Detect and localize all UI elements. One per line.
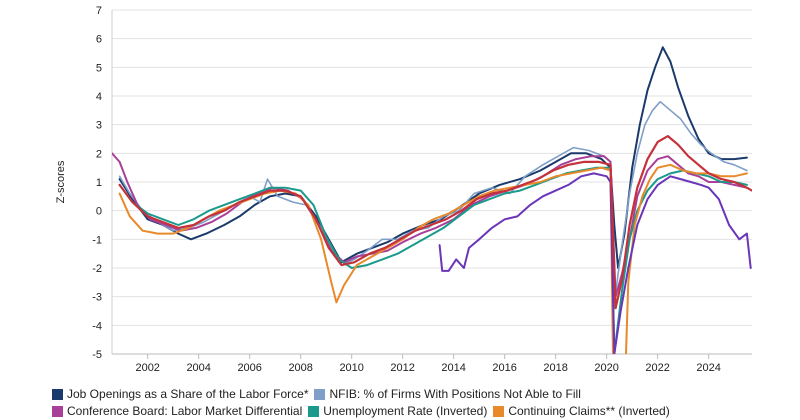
series-line-5 (438, 172, 752, 354)
x-tick-label: 2006 (237, 362, 261, 374)
legend-item: Continuing Claims** (Inverted) (493, 403, 670, 420)
series-line-1 (118, 100, 748, 304)
y-tick-label: 6 (96, 34, 102, 46)
y-axis-title: Z-scores (55, 160, 67, 203)
y-tick-label: -5 (92, 349, 102, 361)
series-line-0 (118, 46, 748, 269)
legend-swatch (314, 389, 326, 400)
x-tick-label: 2014 (441, 362, 465, 374)
y-tick-label: 0 (96, 206, 102, 218)
legend-label: Job Openings as a Share of the Labor For… (67, 387, 309, 401)
x-ticks: 2002 2004 2006 2008 2010 2012 2014 2016 2018 2020… (135, 354, 721, 374)
x-tick-label: 2010 (339, 362, 363, 374)
legend-item: Job Openings as a Share of the Labor For… (52, 386, 308, 403)
legend-item: Conference Board: Labor Market Different… (52, 403, 302, 420)
y-tick-label: 1 (96, 177, 102, 189)
y-tick-label: 7 (96, 5, 102, 17)
series-line-3 (118, 166, 748, 354)
series-lines (112, 46, 752, 354)
x-tick-label: 2002 (135, 362, 159, 374)
x-tick-label: 2022 (645, 362, 669, 374)
x-tick-label: 2012 (390, 362, 414, 374)
legend-label: NFIB: % of Firms With Positions Not Able… (329, 387, 581, 401)
y-tick-label: 3 (96, 120, 102, 132)
legend-label: Continuing Claims** (Inverted) (508, 404, 670, 418)
x-tick-label: 2018 (543, 362, 567, 374)
x-tick-label: 2008 (288, 362, 312, 374)
x-tick-label: 2016 (492, 362, 516, 374)
legend-item: Unemployment Rate (Inverted) (308, 403, 487, 420)
legend-swatch (52, 389, 63, 400)
legend-swatch (493, 406, 505, 417)
y-tick-label: -3 (92, 292, 102, 304)
y-tick-label: -1 (92, 234, 102, 246)
series-line-4 (118, 163, 748, 354)
legend-item: NFIB: % of Firms With Positions Not Able… (314, 386, 581, 403)
legend-row: Job Openings as a Share of the Labor For… (52, 386, 792, 403)
legend-label: Conference Board: Labor Market Different… (67, 404, 303, 418)
y-tick-label: -2 (92, 263, 102, 275)
y-tick-label: 4 (96, 91, 102, 103)
legend-row: Conference Board: Labor Market Different… (52, 403, 792, 420)
y-tick-label: 5 (96, 62, 102, 74)
legend-swatch (52, 406, 63, 417)
x-tick-label: 2004 (186, 362, 210, 374)
x-tick-label: 2024 (696, 362, 720, 374)
series-line-6 (118, 135, 752, 310)
y-tick-label: -4 (92, 320, 102, 332)
y-tick-label: 2 (96, 148, 102, 160)
legend-label: Unemployment Rate (Inverted) (323, 404, 488, 418)
x-tick-label: 2020 (594, 362, 618, 374)
y-tick-labels: -5 -4 -3 -2 -1 0 1 2 3 4 5 6 7 (92, 5, 102, 361)
legend: Job Openings as a Share of the Labor For… (52, 386, 792, 420)
legend-swatch (308, 406, 320, 417)
axes (111, 10, 752, 355)
